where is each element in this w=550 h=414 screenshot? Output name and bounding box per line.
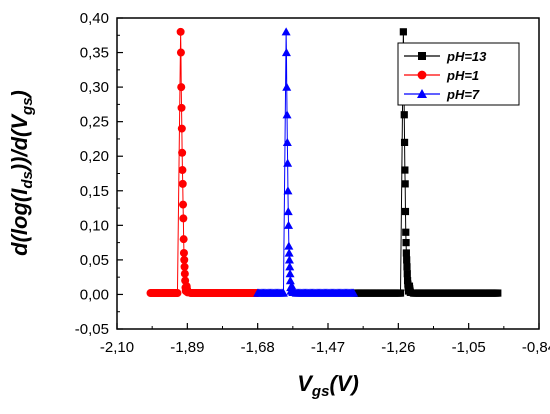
series-pH=1 xyxy=(146,27,262,298)
data-point xyxy=(178,179,187,188)
data-point xyxy=(401,166,409,174)
y-tick-label: 0,05 xyxy=(80,252,109,269)
data-point xyxy=(282,137,292,146)
x-axis-title: Vgs(V) xyxy=(297,371,359,400)
y-tick-label: 0,35 xyxy=(80,45,109,62)
y-tick-label: 0,40 xyxy=(80,10,109,27)
data-point xyxy=(400,111,408,119)
legend-label: pH=7 xyxy=(446,87,480,102)
data-point xyxy=(282,110,292,119)
data-point xyxy=(285,269,295,278)
data-point xyxy=(283,207,293,216)
x-axis-ticks: -2,10 -1,89 -1,68 -1,47 -1,26 -1,05 -0,84 xyxy=(100,323,550,356)
data-point xyxy=(173,289,182,298)
data-point xyxy=(284,241,294,250)
x-tick-label: -1,05 xyxy=(452,339,486,356)
data-point xyxy=(402,249,410,257)
legend-label: pH=1 xyxy=(446,68,479,83)
series-pH=13 xyxy=(351,28,502,297)
data-point xyxy=(401,207,410,216)
data-point xyxy=(402,239,410,247)
data-point xyxy=(278,288,288,297)
data-point xyxy=(403,256,411,264)
y-axis-title: d(log(Ids))/d(Vgs) xyxy=(7,90,36,256)
data-point xyxy=(283,186,293,195)
data-point xyxy=(418,52,426,60)
x-tick-label: -2,10 xyxy=(100,339,134,356)
legend-item: pH=1 xyxy=(404,68,479,83)
y-tick-label: 0,10 xyxy=(80,217,109,234)
data-point xyxy=(284,255,294,264)
data-point xyxy=(282,82,292,91)
y-tick-label: 0,15 xyxy=(80,183,109,200)
data-point xyxy=(179,248,188,257)
data-point xyxy=(177,83,186,92)
data-point xyxy=(180,255,189,264)
data-point xyxy=(417,89,427,98)
series-pH=7 xyxy=(253,27,359,297)
legend-item: pH=7 xyxy=(404,87,480,102)
data-point xyxy=(178,148,187,157)
data-point xyxy=(401,180,409,188)
y-tick-label: 0,00 xyxy=(80,286,109,303)
data-point xyxy=(179,200,188,209)
data-point xyxy=(403,263,411,271)
data-point xyxy=(402,228,410,236)
data-point xyxy=(176,48,185,57)
data-point xyxy=(177,103,186,112)
data-point xyxy=(494,289,502,297)
x-tick-label: -1,89 xyxy=(170,339,204,356)
data-point xyxy=(283,158,293,167)
data-point xyxy=(417,70,427,80)
data-point xyxy=(180,262,189,271)
data-point xyxy=(284,220,294,229)
y-tick-label: 0,20 xyxy=(80,148,109,165)
series-line xyxy=(150,31,258,294)
series-line xyxy=(257,31,354,294)
data-point xyxy=(176,27,185,36)
y-tick-label: -0,05 xyxy=(75,321,109,338)
data-point xyxy=(285,276,295,285)
x-tick-label: -1,26 xyxy=(381,339,415,356)
data-point xyxy=(400,138,409,146)
data-point xyxy=(281,27,291,36)
legend-item: pH=13 xyxy=(404,49,487,64)
data-point xyxy=(177,124,186,133)
data-point xyxy=(399,28,407,36)
data-point xyxy=(403,270,411,278)
data-point xyxy=(285,262,295,271)
data-point xyxy=(178,166,187,175)
legend: pH=13 pH=1 pH=7 xyxy=(397,42,520,106)
y-axis-ticks: -0,05 0,00 0,05 0,10 0,15 0,20 0,25 0,30 0,35 0,4… xyxy=(75,10,123,338)
data-point xyxy=(180,269,189,278)
data-point xyxy=(179,214,188,223)
data-point xyxy=(179,235,188,244)
data-point xyxy=(396,289,405,297)
y-tick-label: 0,25 xyxy=(80,114,109,131)
series-layer xyxy=(146,27,502,298)
data-point xyxy=(284,248,294,257)
data-point xyxy=(349,288,359,297)
x-tick-label: -0,84 xyxy=(522,339,550,356)
x-tick-label: -1,47 xyxy=(311,339,345,356)
y-tick-label: 0,30 xyxy=(80,79,109,96)
x-tick-label: -1,68 xyxy=(241,339,275,356)
data-point xyxy=(281,48,291,57)
legend-label: pH=13 xyxy=(446,49,487,64)
